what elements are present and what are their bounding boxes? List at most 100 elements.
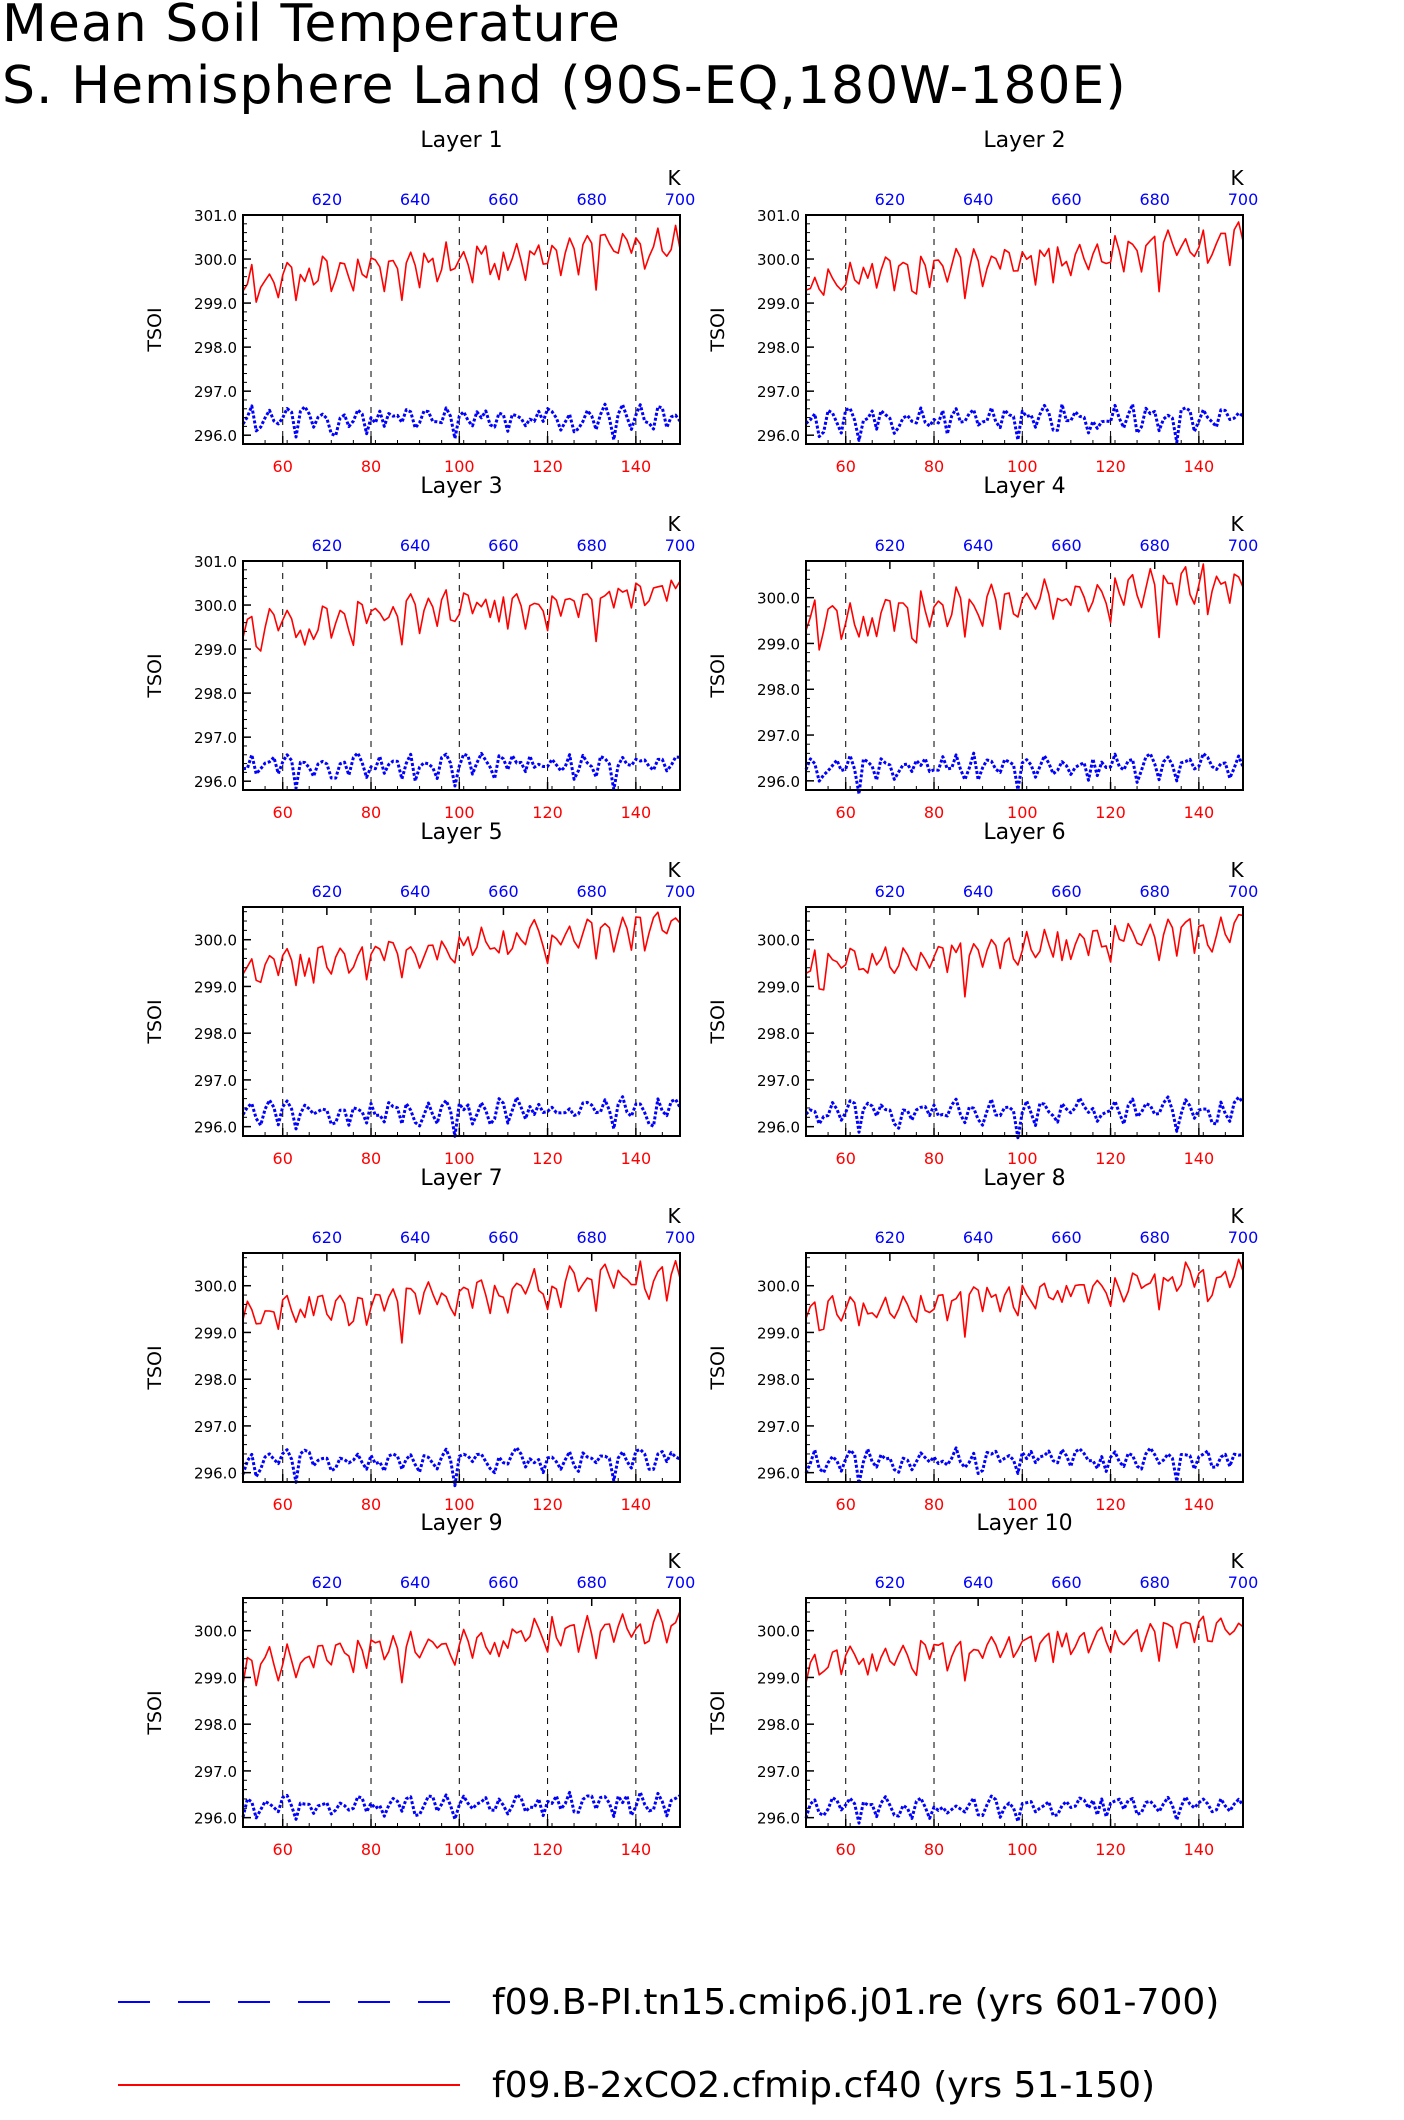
panel-3-y-axis-label: TSOI xyxy=(144,653,166,698)
panel-9-series-pi-line xyxy=(241,1790,681,1821)
panel-1-title: Layer 1 xyxy=(420,128,502,153)
legend xyxy=(118,2001,460,2086)
panel-10-x-top-tick-label: 660 xyxy=(1051,1573,1082,1592)
panel-10-top-axis-unit: K xyxy=(1230,1549,1244,1573)
panel-5-x-bottom-tick-label: 100 xyxy=(444,1149,475,1168)
panel-3-x-bottom-tick-label: 80 xyxy=(361,803,381,822)
panel-4-y-tick-label: 297.0 xyxy=(757,727,800,745)
panel-5-y-tick-label: 298.0 xyxy=(194,1025,237,1043)
panel-6-frame xyxy=(805,906,1244,1137)
panel-10-x-bottom-tick-label: 120 xyxy=(1095,1840,1126,1859)
panel-3-x-top-tick-label: 700 xyxy=(665,536,696,555)
panel-4-top-axis-unit: K xyxy=(1230,512,1244,536)
panel-9-x-bottom-tick-label: 80 xyxy=(361,1840,381,1859)
panel-9-x-bottom-tick-label: 100 xyxy=(444,1840,475,1859)
panel-9-y-tick-label: 298.0 xyxy=(194,1716,237,1734)
panel-6-x-top-tick-label: 680 xyxy=(1139,882,1170,901)
panel-7-y-tick-label: 298.0 xyxy=(194,1371,237,1389)
panel-3-x-top-tick-label: 660 xyxy=(488,536,519,555)
panel-2-x-top-tick-label: 700 xyxy=(1228,190,1259,209)
figure-title-line-1: Mean Soil Temperature xyxy=(2,0,621,54)
panel-5-x-top-tick-label: 620 xyxy=(312,882,343,901)
panel-9-x-top-tick-label: 660 xyxy=(488,1573,519,1592)
panel-5-x-top-tick-label: 660 xyxy=(488,882,519,901)
chart-panels: Layer 1 296.0 297.0 298.0 299.0 300.0 301.0 60 8… xyxy=(144,128,1259,1859)
figure-title-line-2: S. Hemisphere Land (90S-EQ,180W-180E) xyxy=(2,56,1127,116)
panel-4-frame xyxy=(805,560,1244,791)
panel-2-series-pi-line xyxy=(805,402,1244,444)
panel-6-x-top-tick-label: 660 xyxy=(1051,882,1082,901)
panel-3-x-bottom-tick-label: 60 xyxy=(273,803,293,822)
panel-10-x-bottom-tick-label: 80 xyxy=(924,1840,944,1859)
panel-6-series-pi-line xyxy=(804,1095,1245,1140)
panel-8-x-bottom-tick-label: 60 xyxy=(836,1495,856,1514)
panel-4-x-bottom-tick-label: 120 xyxy=(1095,803,1126,822)
panel-5-series-2xco2-line xyxy=(242,911,681,987)
panel-4-y-tick-label: 299.0 xyxy=(757,635,800,653)
panel-6-x-bottom-tick-label: 60 xyxy=(836,1149,856,1168)
panel-4-y-tick-label: 300.0 xyxy=(757,590,800,608)
panel-4-y-tick-label: 296.0 xyxy=(757,773,800,791)
panel-8-title: Layer 8 xyxy=(983,1166,1065,1191)
panel-1-x-bottom-tick-label: 100 xyxy=(444,457,475,476)
panel-6-x-top-tick-label: 700 xyxy=(1228,882,1259,901)
panel-2-title: Layer 2 xyxy=(983,128,1065,153)
panel-7-x-bottom-tick-label: 140 xyxy=(621,1495,652,1514)
panel-2-y-tick-label: 298.0 xyxy=(757,339,800,357)
panel-1-y-tick-label: 297.0 xyxy=(194,383,237,401)
panel-2-y-tick-label: 296.0 xyxy=(757,427,800,445)
panel-3-x-top-tick-label: 620 xyxy=(312,536,343,555)
panel-5-x-bottom-tick-label: 140 xyxy=(621,1149,652,1168)
panel-8-y-axis-label: TSOI xyxy=(707,1345,729,1390)
panel-2-x-top-tick-label: 660 xyxy=(1051,190,1082,209)
panel-10-y-tick-label: 297.0 xyxy=(757,1763,800,1781)
panel-7-x-bottom-tick-label: 60 xyxy=(273,1495,293,1514)
panel-1-x-bottom-tick-label: 120 xyxy=(532,457,563,476)
panel-1-y-axis-label: TSOI xyxy=(144,307,166,352)
panel-2-x-top-tick-label: 640 xyxy=(963,190,994,209)
panel-5-y-tick-label: 296.0 xyxy=(194,1119,237,1137)
panel-5-y-axis-label: TSOI xyxy=(144,999,166,1044)
panel-8-x-bottom-tick-label: 140 xyxy=(1184,1495,1215,1514)
panel-8-y-tick-label: 300.0 xyxy=(757,1278,800,1296)
panel-5-y-tick-label: 297.0 xyxy=(194,1072,237,1090)
panel-8-x-top-tick-label: 660 xyxy=(1051,1228,1082,1247)
panel-5-top-axis-unit: K xyxy=(667,858,681,882)
panel-4-x-top-tick-label: 640 xyxy=(963,536,994,555)
panel-3-frame xyxy=(242,560,681,791)
panel-7-y-tick-label: 299.0 xyxy=(194,1324,237,1342)
panel-2-x-bottom-tick-label: 80 xyxy=(924,457,944,476)
panel-10-y-tick-label: 300.0 xyxy=(757,1623,800,1641)
panel-9-y-tick-label: 299.0 xyxy=(194,1669,237,1687)
panel-5-x-top-tick-label: 640 xyxy=(400,882,431,901)
panel-10-y-tick-label: 296.0 xyxy=(757,1810,800,1828)
panel-8-top-axis-unit: K xyxy=(1230,1204,1244,1228)
panel-1-x-top-tick-label: 640 xyxy=(400,190,431,209)
panel-3-x-top-tick-label: 680 xyxy=(576,536,607,555)
panel-7-x-top-tick-label: 680 xyxy=(576,1228,607,1247)
panel-4-x-top-tick-label: 620 xyxy=(875,536,906,555)
panel-6-x-bottom-tick-label: 140 xyxy=(1184,1149,1215,1168)
panel-8-y-tick-label: 298.0 xyxy=(757,1371,800,1389)
panel-10-series-2xco2-line xyxy=(805,1615,1244,1684)
panel-1-x-top-tick-label: 660 xyxy=(488,190,519,209)
panel-7-x-top-tick-label: 620 xyxy=(312,1228,343,1247)
panel-2-x-top-tick-label: 680 xyxy=(1139,190,1170,209)
panel-1-y-tick-label: 296.0 xyxy=(194,427,237,445)
panel-6-title: Layer 6 xyxy=(983,820,1065,845)
panel-1-y-tick-label: 301.0 xyxy=(194,207,237,225)
panel-1-x-bottom-tick-label: 80 xyxy=(361,457,381,476)
panel-6-y-tick-label: 299.0 xyxy=(757,978,800,996)
panel-10-series-pi-line xyxy=(804,1794,1245,1825)
panel-8-x-bottom-tick-label: 120 xyxy=(1095,1495,1126,1514)
panel-7-x-bottom-tick-label: 100 xyxy=(444,1495,475,1514)
panel-9-x-top-tick-label: 640 xyxy=(400,1573,431,1592)
panel-4-series-pi-line xyxy=(804,751,1245,796)
panel-5-x-top-tick-label: 680 xyxy=(576,882,607,901)
panel-4-series-2xco2-line xyxy=(805,563,1244,651)
panel-8-x-top-tick-label: 620 xyxy=(875,1228,906,1247)
panel-2-y-tick-label: 301.0 xyxy=(757,207,800,225)
panel-6-x-bottom-tick-label: 100 xyxy=(1007,1149,1038,1168)
panel-2-series-2xco2-line xyxy=(805,221,1244,300)
panel-7-y-tick-label: 297.0 xyxy=(194,1418,237,1436)
